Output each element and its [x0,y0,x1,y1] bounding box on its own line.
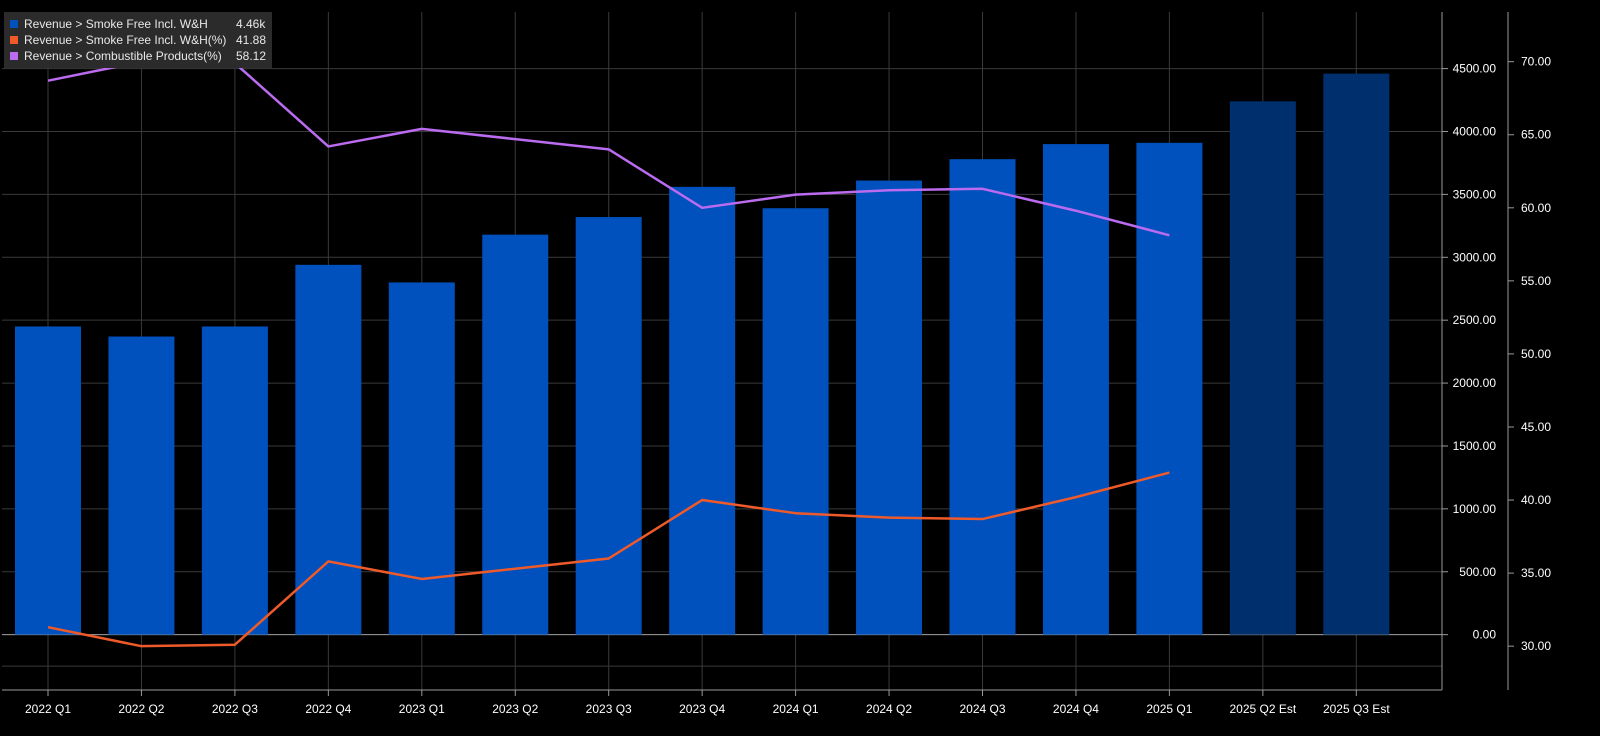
bar [669,186,736,635]
bar [388,282,455,635]
bar [856,180,923,635]
bar [575,217,642,635]
bar [1042,144,1109,635]
x-tick-label: 2025 Q2 Est [1229,702,1296,716]
x-tick-label: 2024 Q1 [773,702,819,716]
x-tick-label: 2024 Q3 [959,702,1005,716]
x-tick-label: 2025 Q1 [1146,702,1192,716]
x-tick-label: 2024 Q2 [866,702,912,716]
bar [762,208,829,635]
legend-swatch [10,36,18,44]
x-tick-label: 2022 Q3 [212,702,258,716]
y-left-tick-label: 4000.00 [1453,124,1497,138]
legend-entry: Revenue > Smoke Free Incl. W&H 4.46k [10,16,266,32]
x-tick-label: 2023 Q3 [586,702,632,716]
y-left-tick-label: 3000.00 [1453,250,1497,264]
y-right-tick-label: 55.00 [1521,274,1551,288]
x-tick-label: 2022 Q2 [118,702,164,716]
x-tick-label: 2024 Q4 [1053,702,1099,716]
bar [1323,73,1390,635]
y-right-tick-label: 65.00 [1521,128,1551,142]
series-line [47,471,1170,648]
legend-label: Revenue > Smoke Free Incl. W&H [24,17,208,31]
x-tick-label: 2023 Q2 [492,702,538,716]
y-left-tick-label: 0.00 [1473,628,1497,642]
x-tick-label: 2022 Q4 [305,702,351,716]
bar [295,264,362,635]
legend-value: 4.46k [236,17,266,31]
bar [201,326,268,635]
legend: Revenue > Smoke Free Incl. W&H 4.46k Rev… [4,12,273,68]
x-tick-label: 2025 Q3 Est [1323,702,1390,716]
x-tick-label: 2023 Q4 [679,702,725,716]
y-right-tick-label: 45.00 [1521,420,1551,434]
y-left-tick-label: 500.00 [1459,565,1496,579]
bar [15,326,81,635]
x-tick-label: 2022 Q1 [25,702,71,716]
y-left-tick-label: 2500.00 [1453,313,1497,327]
legend-label: Revenue > Combustible Products(%) [24,49,222,63]
legend-entry: Revenue > Smoke Free Incl. W&H(%) 41.88 [10,32,266,48]
legend-swatch [10,52,18,60]
y-right-tick-label: 70.00 [1521,55,1551,69]
y-right-tick-label: 50.00 [1521,347,1551,361]
bar [482,234,549,635]
y-right-tick-label: 60.00 [1521,201,1551,215]
y-right-tick-label: 30.00 [1521,639,1551,653]
y-left-tick-label: 1000.00 [1453,502,1497,516]
legend-swatch [10,20,18,28]
y-left-tick-label: 2000.00 [1453,376,1497,390]
bar [949,159,1016,635]
bar [1136,142,1203,635]
legend-value: 41.88 [236,33,267,47]
bar-series [15,73,1390,635]
y-right-tick-label: 40.00 [1521,493,1551,507]
y-left-tick-label: 1500.00 [1453,439,1497,453]
bar [1229,101,1296,635]
legend-label: Revenue > Smoke Free Incl. W&H(%) [24,33,227,47]
y-left-tick-label: 3500.00 [1453,187,1497,201]
y-right-tick-label: 35.00 [1521,566,1551,580]
legend-value: 58.12 [236,49,267,63]
axes: 0.00 500.00 1000.00 1500.00 2000.00 2500.00 30… [2,12,1551,716]
legend-entry: Revenue > Combustible Products(%) 58.12 [10,48,266,64]
x-tick-label: 2023 Q1 [399,702,445,716]
y-left-tick-label: 4500.00 [1453,62,1497,76]
bar [108,336,175,635]
